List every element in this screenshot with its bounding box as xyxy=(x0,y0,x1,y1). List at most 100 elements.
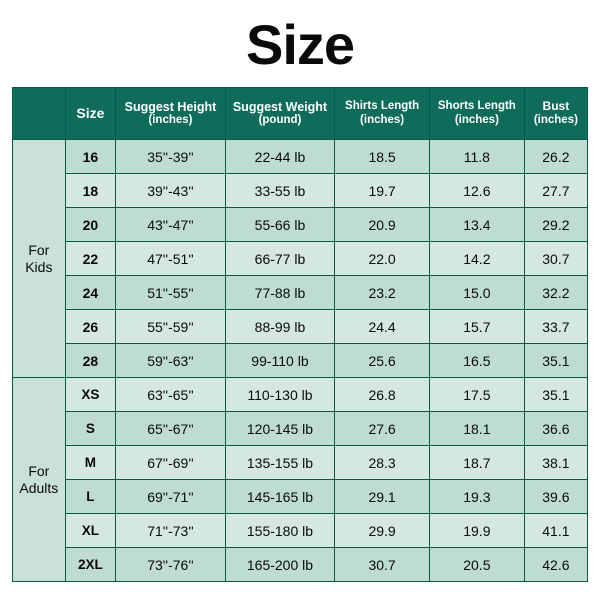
cell-shirts: 23.2 xyxy=(335,276,430,310)
table-row: XL 71''-73'' 155-180 lb 29.9 19.9 41.1 xyxy=(13,514,588,548)
cell-size: M xyxy=(65,446,116,480)
header-weight-unit: (pound) xyxy=(228,114,333,127)
table-row: 26 55''-59'' 88-99 lb 24.4 15.7 33.7 xyxy=(13,310,588,344)
group-label-kids: For Kids xyxy=(13,140,66,378)
cell-height: 67''-69'' xyxy=(116,446,226,480)
cell-shorts: 20.5 xyxy=(429,548,524,582)
cell-bust: 32.2 xyxy=(524,276,587,310)
cell-bust: 36.6 xyxy=(524,412,587,446)
cell-size: 22 xyxy=(65,242,116,276)
cell-shirts: 26.8 xyxy=(335,378,430,412)
cell-shorts: 15.7 xyxy=(429,310,524,344)
group-kids: For Kids 16 35''-39'' 22-44 lb 18.5 11.8… xyxy=(13,140,588,378)
cell-shorts: 12.6 xyxy=(429,174,524,208)
header-bust-label: Bust xyxy=(543,99,570,113)
header-height-label: Suggest Height xyxy=(125,100,217,114)
cell-height: 39''-43'' xyxy=(116,174,226,208)
cell-weight: 165-200 lb xyxy=(225,548,335,582)
cell-shirts: 22.0 xyxy=(335,242,430,276)
cell-shirts: 27.6 xyxy=(335,412,430,446)
cell-shirts: 29.1 xyxy=(335,480,430,514)
cell-height: 59''-63'' xyxy=(116,344,226,378)
cell-shorts: 18.7 xyxy=(429,446,524,480)
cell-shorts: 13.4 xyxy=(429,208,524,242)
size-chart-table: Size Suggest Height (inches) Suggest Wei… xyxy=(12,87,588,582)
table-row: L 69''-71'' 145-165 lb 29.1 19.3 39.6 xyxy=(13,480,588,514)
cell-bust: 26.2 xyxy=(524,140,587,174)
cell-shorts: 11.8 xyxy=(429,140,524,174)
header-size: Size xyxy=(65,88,116,140)
cell-size: S xyxy=(65,412,116,446)
cell-size: 24 xyxy=(65,276,116,310)
cell-weight: 66-77 lb xyxy=(225,242,335,276)
cell-height: 51''-55'' xyxy=(116,276,226,310)
cell-bust: 38.1 xyxy=(524,446,587,480)
cell-shirts: 30.7 xyxy=(335,548,430,582)
header-weight: Suggest Weight (pound) xyxy=(225,88,335,140)
cell-size: 16 xyxy=(65,140,116,174)
cell-shorts: 19.3 xyxy=(429,480,524,514)
cell-shorts: 15.0 xyxy=(429,276,524,310)
cell-bust: 39.6 xyxy=(524,480,587,514)
cell-height: 69''-71'' xyxy=(116,480,226,514)
group-label-adults-line1: For xyxy=(28,463,49,479)
cell-weight: 77-88 lb xyxy=(225,276,335,310)
cell-weight: 135-155 lb xyxy=(225,446,335,480)
page-title: Size xyxy=(12,12,588,77)
cell-shorts: 18.1 xyxy=(429,412,524,446)
cell-height: 63''-65'' xyxy=(116,378,226,412)
group-label-adults-line2: Adults xyxy=(19,480,58,496)
cell-size: XL xyxy=(65,514,116,548)
header-bust: Bust (inches) xyxy=(524,88,587,140)
cell-shorts: 16.5 xyxy=(429,344,524,378)
header-row: Size Suggest Height (inches) Suggest Wei… xyxy=(13,88,588,140)
cell-size: 20 xyxy=(65,208,116,242)
group-adults: For Adults XS 63''-65'' 110-130 lb 26.8 … xyxy=(13,378,588,582)
cell-weight: 145-165 lb xyxy=(225,480,335,514)
cell-bust: 27.7 xyxy=(524,174,587,208)
cell-size: 28 xyxy=(65,344,116,378)
table-row: M 67''-69'' 135-155 lb 28.3 18.7 38.1 xyxy=(13,446,588,480)
table-row: 2XL 73''-76'' 165-200 lb 30.7 20.5 42.6 xyxy=(13,548,588,582)
header-shirts: Shirts Length (inches) xyxy=(335,88,430,140)
cell-shorts: 17.5 xyxy=(429,378,524,412)
cell-shirts: 20.9 xyxy=(335,208,430,242)
cell-size: 18 xyxy=(65,174,116,208)
cell-weight: 120-145 lb xyxy=(225,412,335,446)
cell-size: XS xyxy=(65,378,116,412)
header-weight-label: Suggest Weight xyxy=(233,100,327,114)
cell-shirts: 25.6 xyxy=(335,344,430,378)
cell-height: 65''-67'' xyxy=(116,412,226,446)
header-shirts-label: Shirts Length xyxy=(345,100,419,112)
cell-bust: 42.6 xyxy=(524,548,587,582)
header-shirts-unit: (inches) xyxy=(337,114,427,127)
cell-weight: 33-55 lb xyxy=(225,174,335,208)
group-label-adults: For Adults xyxy=(13,378,66,582)
cell-weight: 55-66 lb xyxy=(225,208,335,242)
cell-shorts: 14.2 xyxy=(429,242,524,276)
cell-weight: 155-180 lb xyxy=(225,514,335,548)
cell-bust: 41.1 xyxy=(524,514,587,548)
cell-height: 73''-76'' xyxy=(116,548,226,582)
cell-weight: 88-99 lb xyxy=(225,310,335,344)
cell-bust: 35.1 xyxy=(524,344,587,378)
table-row: 20 43''-47'' 55-66 lb 20.9 13.4 29.2 xyxy=(13,208,588,242)
header-blank xyxy=(13,88,66,140)
cell-bust: 30.7 xyxy=(524,242,587,276)
table-row: 18 39''-43'' 33-55 lb 19.7 12.6 27.7 xyxy=(13,174,588,208)
table-row: 22 47''-51'' 66-77 lb 22.0 14.2 30.7 xyxy=(13,242,588,276)
cell-height: 47''-51'' xyxy=(116,242,226,276)
header-shorts: Shorts Length (inches) xyxy=(429,88,524,140)
cell-shirts: 19.7 xyxy=(335,174,430,208)
table-row: For Adults XS 63''-65'' 110-130 lb 26.8 … xyxy=(13,378,588,412)
table-row: 24 51''-55'' 77-88 lb 23.2 15.0 32.2 xyxy=(13,276,588,310)
cell-height: 71''-73'' xyxy=(116,514,226,548)
group-label-kids-line1: For xyxy=(28,242,49,258)
header-shorts-unit: (inches) xyxy=(432,114,522,127)
header-height: Suggest Height (inches) xyxy=(116,88,226,140)
table-row: For Kids 16 35''-39'' 22-44 lb 18.5 11.8… xyxy=(13,140,588,174)
cell-weight: 22-44 lb xyxy=(225,140,335,174)
cell-height: 55''-59'' xyxy=(116,310,226,344)
table-row: 28 59''-63'' 99-110 lb 25.6 16.5 35.1 xyxy=(13,344,588,378)
cell-bust: 29.2 xyxy=(524,208,587,242)
